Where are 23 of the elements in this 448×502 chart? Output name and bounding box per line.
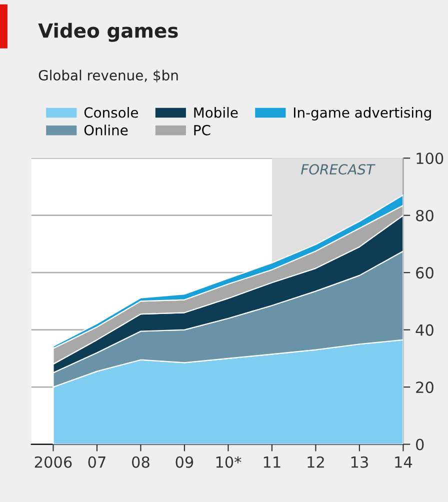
legend-label: Mobile bbox=[194, 107, 238, 118]
legend-label: PC bbox=[194, 124, 210, 136]
x-tick-label: 10* bbox=[216, 456, 242, 468]
x-tick-label: 08 bbox=[132, 456, 150, 468]
y-tick-label: 80 bbox=[416, 210, 434, 222]
band-label: FORECAST bbox=[301, 164, 376, 175]
x-tick-label: 09 bbox=[176, 456, 194, 468]
y-tick-label: 20 bbox=[416, 382, 434, 394]
y-tick-label: 100 bbox=[416, 152, 444, 164]
x-tick-label: 13 bbox=[351, 456, 368, 468]
chart-title: Video games bbox=[38, 22, 178, 42]
x-tick-label: 2006 bbox=[34, 456, 72, 468]
y-tick-label: 40 bbox=[416, 324, 434, 336]
legend-label: In-game advertising bbox=[294, 107, 431, 120]
legend-label: Online bbox=[84, 124, 128, 136]
y-tick-label: 60 bbox=[416, 267, 434, 279]
y-tick-label: 0 bbox=[416, 438, 424, 450]
chart-subtitle: Global revenue, $bn bbox=[38, 70, 178, 82]
legend-label: Console bbox=[84, 107, 138, 118]
x-tick-label: 12 bbox=[308, 456, 324, 468]
x-tick-label: 11 bbox=[264, 456, 280, 468]
x-tick-label: 14 bbox=[395, 456, 412, 468]
x-tick-label: 07 bbox=[88, 456, 106, 468]
